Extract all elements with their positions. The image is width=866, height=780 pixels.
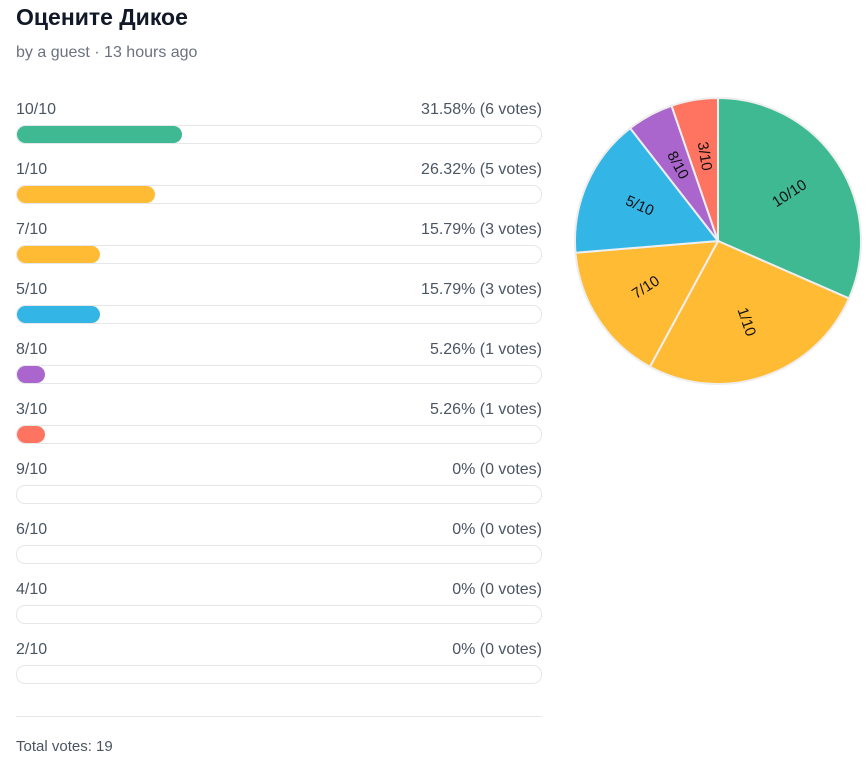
progress-track (16, 605, 542, 624)
result-row: 8/10 5.26% (1 votes) (16, 341, 542, 391)
progress-track (16, 365, 542, 384)
progress-track (16, 545, 542, 564)
result-row: 9/10 0% (0 votes) (16, 461, 542, 511)
option-label: 3/10 (16, 401, 48, 418)
option-label: 8/10 (16, 341, 48, 358)
pie-slice (574, 126, 720, 254)
total-votes: Total votes: 19 (16, 738, 113, 755)
option-votes: 0% (0 votes) (452, 641, 542, 658)
pie-label: 3/10 (694, 140, 716, 172)
option-label: 7/10 (16, 221, 48, 238)
result-row: 4/10 0% (0 votes) (16, 581, 542, 631)
option-votes: 31.58% (6 votes) (421, 101, 542, 118)
option-votes: 5.26% (1 votes) (429, 401, 542, 418)
progress-fill (17, 126, 183, 143)
option-votes: 5.26% (1 votes) (429, 341, 542, 358)
option-label: 9/10 (16, 461, 48, 478)
option-label: 4/10 (16, 581, 48, 598)
option-label: 1/10 (16, 161, 48, 178)
progress-fill (17, 426, 45, 443)
pie-slice (670, 96, 719, 242)
result-row: 3/10 5.26% (1 votes) (16, 401, 542, 451)
result-row: 7/10 15.79% (3 votes) (16, 221, 542, 271)
result-row: 1/10 26.32% (5 votes) (16, 161, 542, 211)
result-row: 2/10 0% (0 votes) (16, 641, 542, 691)
option-votes: 15.79% (3 votes) (421, 221, 542, 238)
pie-chart: 10/101/107/105/108/10 3/10 (574, 96, 862, 385)
option-label: 10/10 (16, 101, 57, 118)
progress-track (16, 305, 542, 324)
progress-fill (17, 186, 155, 203)
result-row: 6/10 0% (0 votes) (16, 521, 542, 571)
option-votes: 26.32% (5 votes) (421, 161, 542, 178)
option-label: 5/10 (16, 281, 48, 298)
progress-track (16, 665, 542, 684)
option-votes: 0% (0 votes) (452, 521, 542, 538)
progress-track (16, 125, 542, 144)
option-votes: 15.79% (3 votes) (421, 281, 542, 298)
result-row: 10/10 31.58% (6 votes) (16, 101, 542, 151)
progress-track (16, 185, 542, 204)
progress-track (16, 245, 542, 264)
divider (16, 716, 542, 717)
option-votes: 0% (0 votes) (452, 461, 542, 478)
pie-slice (717, 96, 862, 300)
option-label: 2/10 (16, 641, 48, 658)
option-label: 6/10 (16, 521, 48, 538)
pie-slice (574, 239, 720, 369)
progress-track (16, 485, 542, 504)
progress-track (16, 425, 542, 444)
progress-fill (17, 306, 100, 323)
result-row: 5/10 15.79% (3 votes) (16, 281, 542, 331)
option-votes: 0% (0 votes) (452, 581, 542, 598)
poll-meta: by a guest · 13 hours ago (16, 44, 198, 61)
progress-fill (17, 246, 100, 263)
progress-fill (17, 366, 45, 383)
page-title: Оцените Дикое (16, 4, 188, 30)
